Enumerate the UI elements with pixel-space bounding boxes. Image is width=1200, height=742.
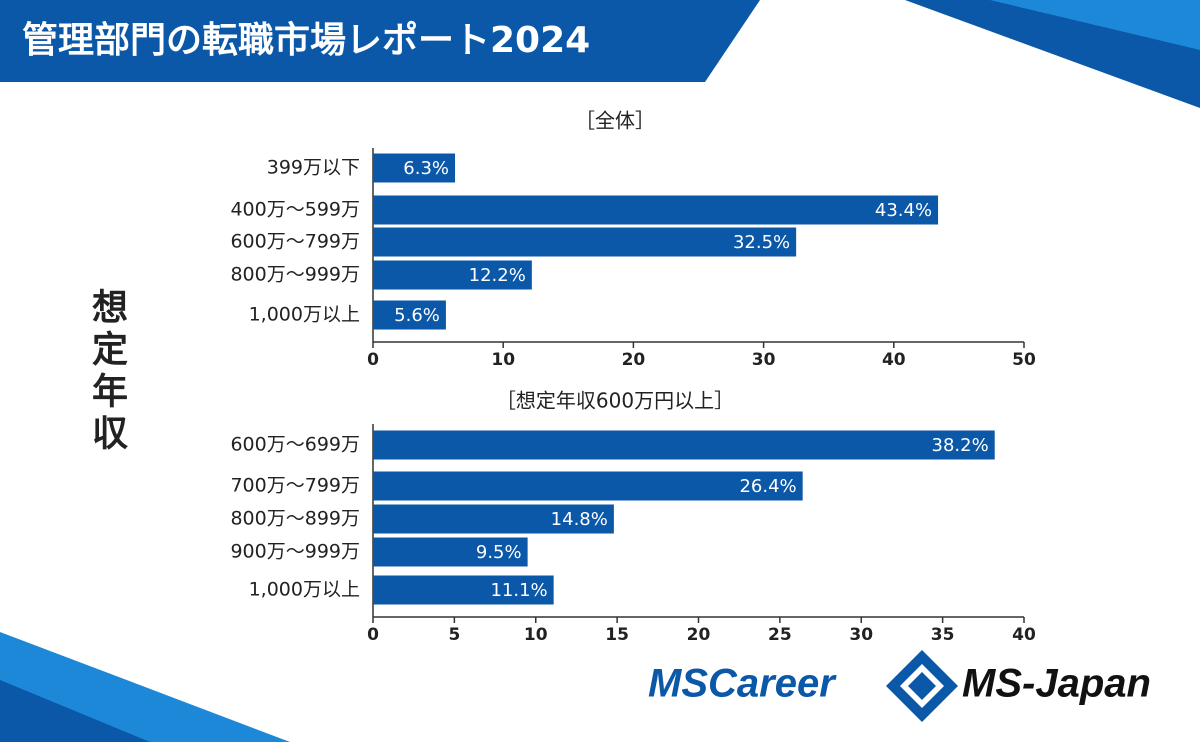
bar	[373, 300, 446, 330]
category-label: 700万～799万	[230, 475, 360, 497]
bar	[373, 260, 532, 290]
logo-msjapan: MS-Japan	[962, 662, 1151, 706]
logo-icon	[886, 650, 958, 722]
category-label: 1,000万以上	[249, 579, 360, 601]
x-tick-label: 15	[605, 625, 629, 645]
x-tick-label: 30	[849, 625, 873, 645]
x-tick-label: 20	[622, 350, 646, 370]
bar	[373, 227, 797, 257]
bar	[373, 195, 939, 225]
bar	[373, 537, 528, 567]
category-label: 900万～999万	[230, 541, 360, 563]
bar	[373, 471, 803, 501]
value-label: 9.5%	[476, 542, 522, 563]
logo-mscareer: MSCareer	[648, 662, 837, 706]
value-label: 12.2%	[469, 265, 526, 286]
x-tick-label: 5	[448, 625, 460, 645]
value-label: 38.2%	[932, 435, 989, 456]
category-label: 800万～899万	[230, 508, 360, 530]
x-tick-label: 0	[367, 350, 379, 370]
category-label: 400万～599万	[230, 199, 360, 221]
value-label: 6.3%	[403, 158, 449, 179]
decor-bottom-left-dark	[0, 680, 150, 742]
category-label: 399万以下	[267, 157, 360, 179]
chart-title: ［全体］	[575, 109, 655, 133]
x-tick-label: 10	[491, 350, 515, 370]
value-label: 5.6%	[394, 305, 440, 326]
value-label: 11.1%	[490, 580, 547, 601]
value-label: 43.4%	[875, 200, 932, 221]
x-tick-label: 40	[882, 350, 906, 370]
y-axis-label: 想定年収	[86, 288, 128, 456]
x-tick-label: 25	[768, 625, 792, 645]
x-tick-label: 20	[687, 625, 711, 645]
bar	[373, 504, 614, 534]
decor-top-right-light	[990, 0, 1200, 50]
value-label: 32.5%	[733, 232, 790, 253]
value-label: 26.4%	[739, 476, 796, 497]
category-label: 800万～999万	[230, 264, 360, 286]
x-tick-label: 40	[1012, 625, 1036, 645]
bar	[373, 575, 554, 605]
x-tick-label: 35	[931, 625, 955, 645]
x-tick-label: 30	[752, 350, 776, 370]
category-label: 600万～799万	[230, 231, 360, 253]
x-tick-label: 50	[1012, 350, 1036, 370]
x-tick-label: 10	[524, 625, 548, 645]
bar	[373, 153, 456, 183]
bar	[373, 430, 995, 460]
chart-title: ［想定年収600万円以上］	[496, 389, 734, 413]
category-label: 600万～699万	[230, 434, 360, 456]
x-tick-label: 0	[367, 625, 379, 645]
value-label: 14.8%	[551, 509, 608, 530]
header-title: 管理部門の転職市場レポート2024	[22, 19, 590, 61]
header-banner	[0, 0, 760, 82]
category-label: 1,000万以上	[249, 304, 360, 326]
